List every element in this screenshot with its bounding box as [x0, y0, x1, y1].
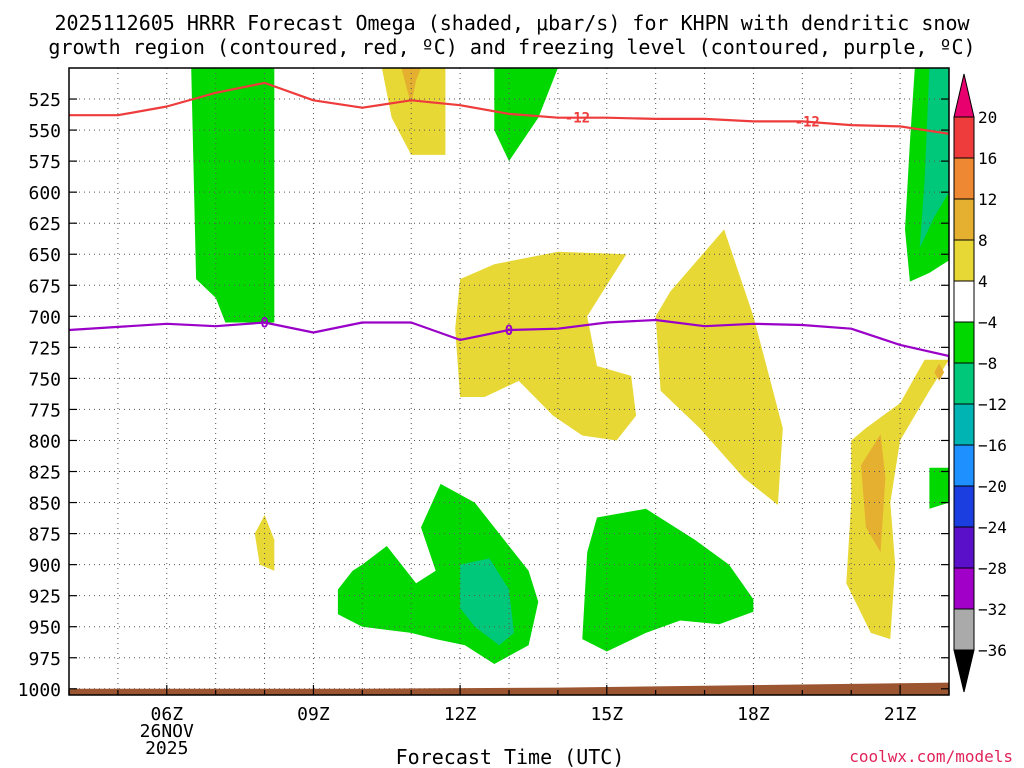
- colorbar-label: −12: [978, 395, 1007, 414]
- ground-fill: [69, 682, 949, 695]
- yellow-pos4-mid17z: [655, 229, 783, 505]
- x-tick-date: 26NOV: [140, 721, 194, 742]
- colorbar-label: −20: [978, 477, 1007, 496]
- y-tick-label: 925: [28, 587, 61, 608]
- y-tick-label: 825: [28, 463, 61, 484]
- colorbar-swatch: [953, 444, 975, 487]
- colorbar-swatch: [953, 116, 975, 159]
- y-tick-label: 975: [28, 649, 61, 670]
- y-tick-label: 600: [28, 183, 61, 204]
- colorbar-swatch: [953, 403, 975, 446]
- dendritic-12C-line: [69, 81, 949, 135]
- y-tick-label: 625: [28, 214, 61, 235]
- y-tick-label: 575: [28, 152, 61, 173]
- orange-pos8-top11z: [401, 68, 421, 106]
- x-axis-title: Forecast Time (UTC): [396, 745, 625, 768]
- temperature-contours: -12 -12 0 0: [69, 81, 949, 366]
- colorbar-label: 16: [978, 149, 997, 168]
- colorbar-label: −28: [978, 559, 1007, 578]
- y-tick-label: 1000: [18, 680, 61, 701]
- freezing-level-0C-label: 0: [260, 316, 268, 332]
- colorbar-swatch: [953, 608, 975, 651]
- colorbar-swatch: [953, 567, 975, 610]
- colorbar-swatch: [953, 485, 975, 528]
- y-tick-label: 650: [28, 245, 61, 266]
- dendritic-12C-label: -12: [795, 114, 820, 130]
- y-tick-label: 950: [28, 618, 61, 639]
- x-tick-label: 15Z: [591, 704, 624, 725]
- colorbar-label: 20: [978, 108, 997, 127]
- y-tick-label: 850: [28, 494, 61, 515]
- chart-title-line1: 2025112605 HRRR Forecast Omega (shaded, …: [54, 11, 970, 35]
- colorbar-swatch: [953, 198, 975, 241]
- colorbar-label: −32: [978, 600, 1007, 619]
- colorbar-swatch: [953, 157, 975, 200]
- teal-neg8-right21z: [919, 68, 949, 248]
- colorbar-swatch: [953, 526, 975, 569]
- x-tick-label: 12Z: [444, 704, 477, 725]
- chart-title-line2: growth region (contoured, red, ºC) and f…: [48, 35, 975, 59]
- y-tick-label: 700: [28, 307, 61, 328]
- y-axis: 525 550 575 600 625 650 675 700 725 750 775 800 825 8…: [18, 90, 949, 701]
- colorbar-label: 4: [978, 272, 988, 291]
- colorbar-label: −36: [978, 641, 1007, 660]
- freezing-level-0C-label: 0: [505, 323, 513, 339]
- x-tick-label: 18Z: [737, 704, 770, 725]
- yellow-pos4-small08z: [254, 515, 275, 571]
- yellow-pos4-right20z: [846, 359, 949, 640]
- teal-neg8-low13z: [460, 558, 514, 646]
- colorbar-bottom-triangle: [953, 649, 975, 693]
- y-tick-label: 900: [28, 556, 61, 577]
- green-neg4-low15z: [582, 508, 754, 652]
- y-tick-label: 775: [28, 400, 61, 421]
- x-tick-label: 06Z: [151, 704, 184, 725]
- colorbar-label: −4: [978, 313, 997, 332]
- ground-surface: [69, 682, 949, 695]
- colorbar-swatch: [953, 321, 975, 364]
- y-tick-label: 875: [28, 525, 61, 546]
- x-tick-label: 09Z: [297, 704, 330, 725]
- orange-pos8-small22z: [934, 363, 945, 381]
- colorbar-label: −16: [978, 436, 1007, 455]
- freezing-level-0C-line: [69, 318, 949, 366]
- yellow-pos4-top11z: [381, 68, 446, 155]
- colorbar-label: −8: [978, 354, 997, 373]
- colorbar-label: −24: [978, 518, 1007, 537]
- orange-pos8-right21z: [861, 434, 886, 553]
- green-neg4-small22z: [929, 467, 949, 509]
- y-tick-label: 800: [28, 431, 61, 452]
- y-tick-label: 750: [28, 369, 61, 390]
- colorbar-swatch: [953, 362, 975, 405]
- colorbar-legend: 20 16 12 8 4 −4 −8 −12 −16 −20 −24 −28 −32 −36: [953, 73, 1007, 693]
- colorbar-label: 8: [978, 231, 988, 250]
- x-tick-year: 2025: [145, 738, 188, 759]
- y-tick-label: 725: [28, 338, 61, 359]
- x-tick-label: 21Z: [884, 704, 917, 725]
- credit-text: coolwx.com/models: [849, 747, 1013, 766]
- y-tick-label: 675: [28, 276, 61, 297]
- omega-shaded-regions: [191, 68, 949, 664]
- yellow-pos4-mid12z: [455, 251, 637, 441]
- colorbar-top-triangle: [953, 73, 975, 118]
- colorbar-label: 12: [978, 190, 997, 209]
- y-tick-label: 550: [28, 121, 61, 142]
- colorbar-swatch: [953, 239, 975, 282]
- y-tick-label: 525: [28, 90, 61, 111]
- dendritic-12C-label: -12: [565, 111, 590, 127]
- green-neg4-col06z: [191, 68, 275, 323]
- colorbar-swatch: [953, 280, 975, 323]
